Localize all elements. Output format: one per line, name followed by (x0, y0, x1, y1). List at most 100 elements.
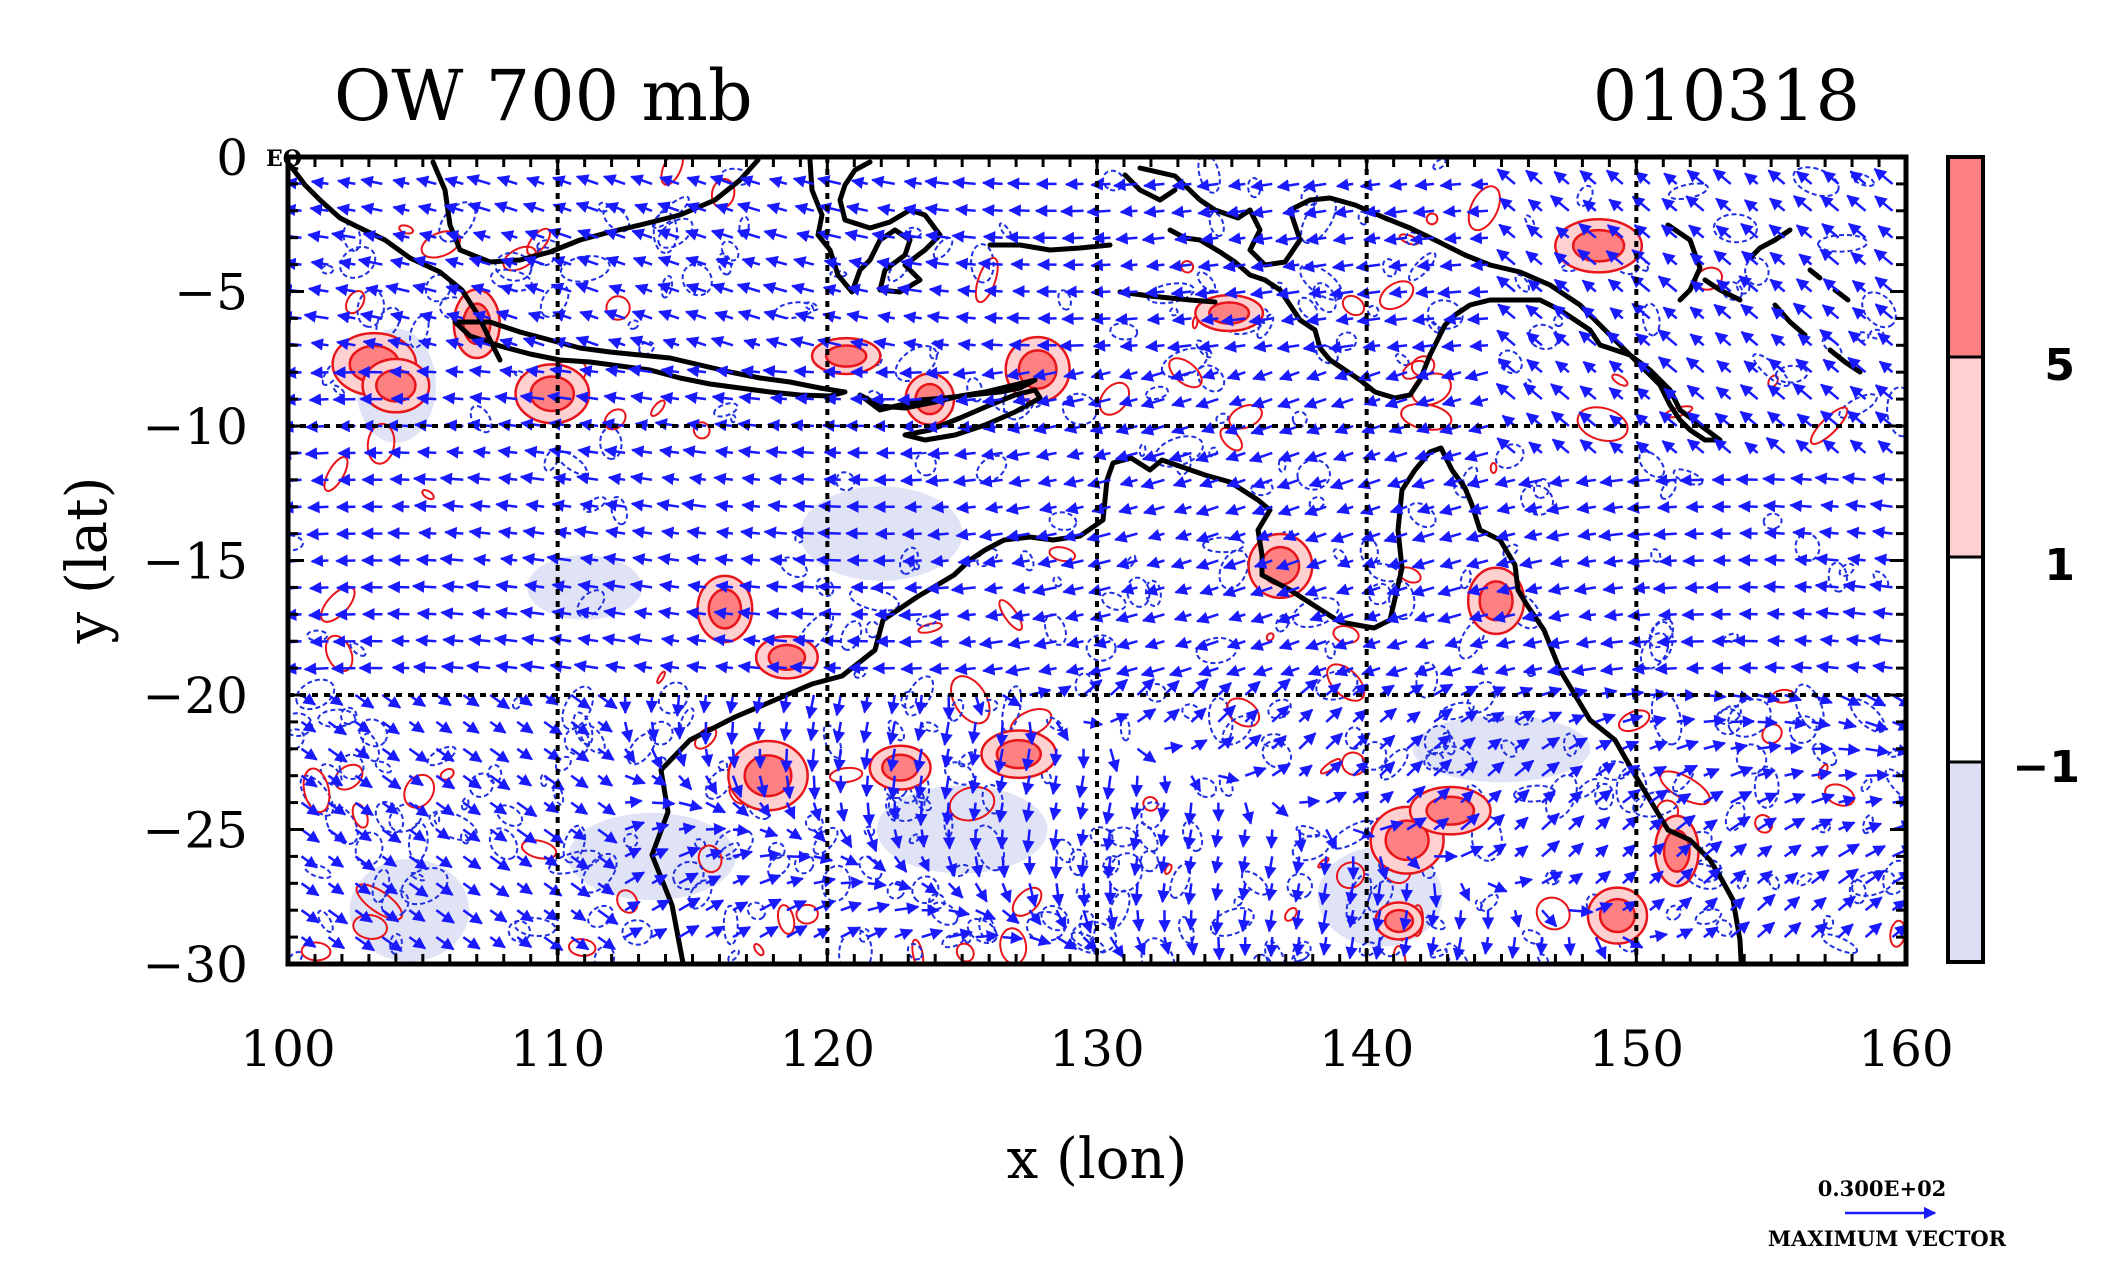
wind-vector (570, 882, 591, 898)
wind-vector (1756, 870, 1773, 885)
wind-vector (1184, 910, 1198, 931)
wind-vector (1675, 867, 1694, 885)
wind-vector (1427, 910, 1440, 928)
wind-vector (1130, 775, 1144, 798)
wind-vector (1810, 844, 1829, 858)
negative-ow-contour (727, 949, 740, 963)
wind-vector (1345, 936, 1358, 960)
wind-vector (758, 801, 771, 818)
wind-vector (1563, 936, 1576, 957)
negative-ow-contour (743, 785, 773, 821)
negative-ow-contour (1553, 315, 1564, 328)
wind-vector (1535, 937, 1548, 956)
wind-vector (1676, 814, 1696, 831)
wind-vector (916, 829, 929, 849)
wind-vector (930, 393, 949, 406)
wind-vector (651, 796, 676, 810)
wind-vector (1757, 817, 1777, 831)
wind-vector (948, 928, 974, 941)
wind-vector (1654, 662, 1677, 675)
wind-vector (1211, 856, 1224, 874)
wind-vector (1211, 883, 1224, 902)
negative-ow-contour (1145, 385, 1169, 401)
negative-ow-contour (1358, 941, 1378, 957)
x-tick-label: 110 (510, 1020, 605, 1078)
wind-vector (516, 882, 533, 895)
wind-vector (759, 873, 782, 886)
wind-vector (1109, 936, 1125, 959)
positive-ow-contour (974, 256, 999, 304)
wind-vector (1730, 715, 1756, 728)
wind-vector (1008, 204, 1030, 217)
wind-vector (354, 936, 376, 952)
wind-vector (462, 828, 481, 843)
wind-vector (1837, 843, 1861, 858)
wind-vector (1006, 311, 1030, 325)
wind-vector (866, 855, 887, 872)
wind-vector (1891, 845, 1906, 858)
positive-ow-region-core (1598, 897, 1637, 934)
negative-ow-contour (1040, 904, 1070, 932)
wind-vector (570, 855, 590, 870)
wind-vector (1091, 231, 1111, 245)
negative-ow-contour (320, 264, 335, 275)
wind-vector (309, 635, 329, 648)
wind-vector (982, 231, 1003, 244)
wind-vector (1000, 882, 1012, 904)
wind-vector (516, 828, 538, 844)
wind-vector (1466, 205, 1489, 218)
wind-vector (1325, 828, 1338, 851)
negative-ow-contour (1277, 457, 1287, 473)
wind-vector (930, 554, 949, 568)
negative-ow-contour (1886, 386, 1906, 438)
wind-vector (867, 877, 887, 891)
wind-vector (570, 827, 587, 841)
wind-vector (381, 801, 399, 815)
wind-vector (903, 500, 922, 514)
wind-vector (769, 553, 787, 567)
wind-vector (307, 500, 329, 514)
wind-vector (1790, 472, 1812, 486)
negative-ow-contour (1324, 640, 1336, 660)
wind-vector (1675, 896, 1693, 912)
negative-ow-contour (1724, 802, 1746, 832)
wind-vector (1541, 870, 1564, 885)
wind-vector (766, 661, 787, 674)
positive-ow-contour (917, 622, 943, 634)
negative-ow-contour (1215, 412, 1230, 424)
wind-vector (1454, 910, 1467, 930)
wind-vector (705, 925, 726, 939)
wind-vector (1129, 829, 1142, 851)
wind-vector (408, 855, 429, 871)
wind-vector (1810, 869, 1830, 885)
wind-vector (516, 909, 534, 923)
wind-vector (921, 881, 939, 895)
wind-vector (1001, 909, 1020, 925)
wind-vector (1049, 829, 1062, 851)
positive-ow-region-core (1425, 795, 1476, 826)
wind-vector (327, 909, 349, 925)
positive-ow-region-core (1571, 228, 1626, 263)
wind-vector (1652, 581, 1677, 595)
wind-vector (1130, 802, 1143, 821)
wind-vector (1439, 178, 1462, 191)
wind-vector (354, 909, 373, 924)
wind-vector (516, 854, 533, 868)
y-tick-label: −15 (142, 533, 248, 591)
wind-vector (1703, 819, 1718, 832)
wind-vector (408, 828, 427, 842)
wind-vector (300, 801, 320, 817)
wind-vector (954, 203, 976, 217)
wind-vector (1595, 870, 1612, 885)
negative-ow-contour (1286, 872, 1313, 900)
negative-ow-contour (1882, 859, 1906, 896)
wind-vector (1480, 936, 1494, 955)
wind-vector (1789, 499, 1812, 513)
wind-vector (1891, 899, 1906, 913)
negative-ow-contour (657, 217, 694, 249)
wind-vector (435, 882, 454, 896)
wind-vector (1442, 205, 1462, 218)
wind-vector (1029, 934, 1052, 947)
positive-ow-contour (1225, 697, 1261, 728)
wind-vector (1237, 910, 1251, 933)
